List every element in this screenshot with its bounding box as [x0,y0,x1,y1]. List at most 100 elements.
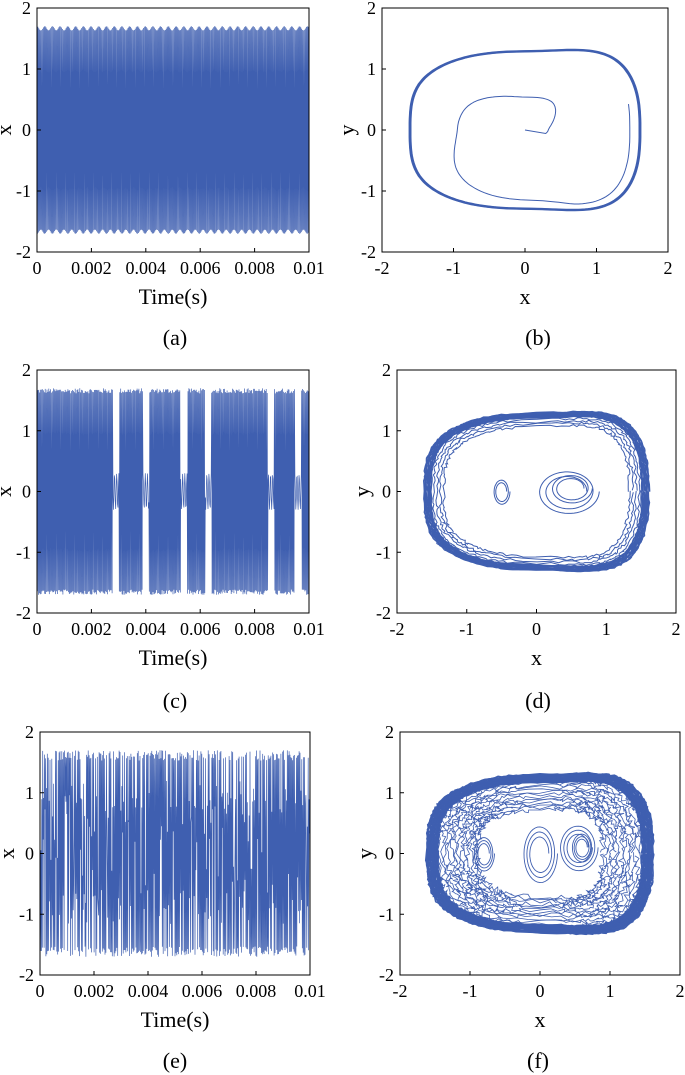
x-axis-label: Time(s) [139,284,208,309]
panel-caption: (c) [163,688,187,713]
y-tick-label: -1 [19,904,34,924]
x-tick-label: 1 [606,981,615,1001]
phase-trajectory-15 [432,417,642,566]
phase-trajectory-39 [434,777,647,930]
phase-trajectory-11 [422,410,651,573]
y-tick-label: -1 [361,181,376,201]
phase-trajectory-2 [435,779,645,928]
x-axis-label: Time(s) [139,645,208,670]
y-axis-label: y [352,848,377,859]
x-tick-label: -1 [446,258,461,278]
y-tick-label: -2 [361,242,376,262]
x-tick-label: 2 [672,619,681,639]
y-tick-label: 1 [367,59,376,79]
y-axis-label: y [349,486,374,497]
x-tick-label: 0.01 [293,619,325,639]
x-tick-label: 0.004 [126,619,167,639]
x-tick-label: 0 [33,619,42,639]
y-tick-label: 0 [22,482,31,502]
phase-trajectory-18 [493,479,511,505]
panel-e: 0 0.002 0.004 0.006 0.008 0.01 -2 -1 0 1 2 Time(s) x… [0,722,326,1073]
y-tick-label: 1 [22,59,31,79]
y-tick-label: -2 [16,603,31,623]
y-tick-label: 0 [367,120,376,140]
y-axis-label: x [0,848,19,859]
phase-trajectory-43 [523,826,558,884]
phase-trajectory-29 [465,799,615,908]
panel-caption: (a) [163,325,187,350]
x-tick-label: -1 [459,619,474,639]
phase-trajectory-10 [423,410,650,572]
x-tick-label: -2 [375,258,390,278]
phase-trajectory-32 [455,794,625,914]
x-tick-label: 2 [664,258,673,278]
x-tick-label: 0.002 [71,619,112,639]
phase-trajectory-41 [560,825,599,872]
phase-trajectory-6 [453,95,631,205]
panel-d: -2 -1 0 1 2 -2 -1 0 1 2 x y (d) [349,360,681,713]
y-axis-label: x [0,486,16,497]
x-tick-label: -2 [393,981,408,1001]
panel-f: -2 -1 0 1 2 -2 -1 0 1 2 x y (f) [352,722,685,1073]
phase-trajectory-16 [539,471,600,514]
y-tick-label: 1 [25,783,34,803]
y-tick-label: 2 [385,722,394,742]
y-tick-label: 0 [22,120,31,140]
y-tick-label: -2 [376,603,391,623]
series-e [40,750,310,957]
panel-a: 0 0.002 0.004 0.006 0.008 0.01 -2 -1 0 1 2 Time(s) x… [0,0,325,350]
x-tick-label: 1 [592,258,601,278]
x-tick-label: 2 [676,981,685,1001]
series-b [408,48,642,212]
time-series-line [37,26,309,234]
x-tick-label: 0.004 [126,258,167,278]
y-tick-label: -2 [16,242,31,262]
x-tick-label: 0.01 [294,981,326,1001]
time-series-line [37,388,309,595]
panel-c: 0 0.002 0.004 0.006 0.008 0.01 -2 -1 0 1 2 Time(s) x… [0,360,325,713]
panel-caption: (d) [525,688,551,713]
y-tick-label: 0 [25,844,34,864]
x-tick-label: 0.008 [236,981,277,1001]
axes-frame [396,369,677,614]
x-tick-label: 0.01 [293,258,325,278]
x-axis-label: Time(s) [141,1007,210,1032]
panel-b: -2 -1 0 1 2 -2 -1 0 1 2 x y (b) [334,0,673,350]
phase-trajectory-13 [438,421,635,562]
x-tick-label: 0.008 [234,619,275,639]
axes-frame [399,731,681,976]
y-axis-label: y [334,125,359,136]
y-tick-label: 1 [385,783,394,803]
x-axis-label: x [531,645,542,670]
panel-caption: (b) [525,325,551,350]
y-tick-label: 1 [382,421,391,441]
x-axis-label: x [535,1007,546,1032]
y-tick-label: -1 [16,181,31,201]
series-a [37,26,309,234]
phase-trajectory-12 [442,424,631,559]
y-tick-label: 2 [22,360,31,380]
y-tick-label: -1 [376,542,391,562]
phase-trajectory-33 [453,791,628,917]
x-tick-label: -1 [463,981,478,1001]
y-tick-label: 0 [385,844,394,864]
y-tick-label: 2 [367,0,376,18]
x-tick-label: 0.006 [180,619,221,639]
phase-trajectory-3 [435,779,645,929]
phase-trajectory-14 [435,419,638,564]
series-d [422,410,651,573]
x-tick-label: 0.008 [234,258,275,278]
phase-trajectory-17 [551,475,593,504]
y-tick-label: -2 [379,965,394,985]
x-tick-label: 0 [536,981,545,1001]
series-c [37,388,309,595]
x-tick-label: 0 [521,258,530,278]
phase-trajectory-5 [408,48,642,212]
y-tick-label: 1 [22,421,31,441]
phase-trajectory-37 [440,782,641,926]
phase-trajectory-26 [474,806,606,901]
x-tick-label: 0 [532,619,541,639]
y-tick-label: 0 [382,482,391,502]
y-tick-label: 2 [22,0,31,18]
y-tick-label: 2 [382,360,391,380]
